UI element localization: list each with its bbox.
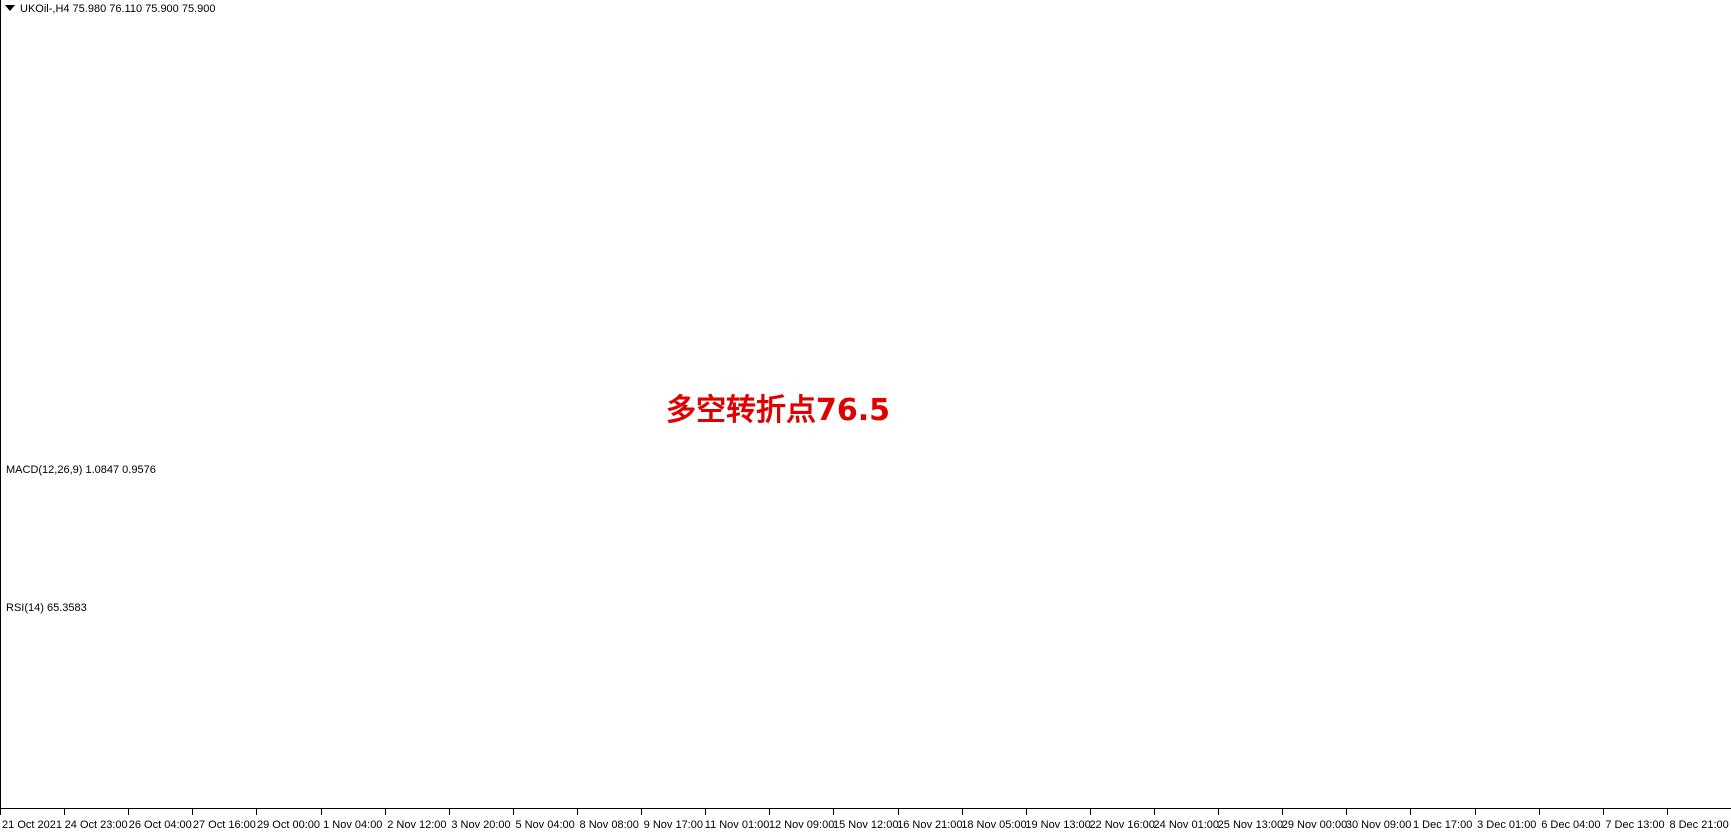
time-axis-tick	[1539, 809, 1540, 815]
time-axis-tick	[1667, 809, 1668, 815]
time-axis-tick	[898, 809, 899, 815]
time-axis-label: 5 Nov 04:00	[515, 819, 575, 831]
rsi-header: RSI(14) 65.3583	[6, 602, 87, 614]
time-axis-tick	[256, 809, 257, 815]
time-axis-tick	[449, 809, 450, 815]
time-axis-tick	[962, 809, 963, 815]
symbol-header: UKOil-,H4 75.980 76.110 75.900 75.900	[20, 3, 216, 15]
time-axis-label: 9 Nov 17:00	[643, 819, 703, 831]
time-axis-label: 21 Oct 2021	[2, 819, 62, 831]
macd-header: MACD(12,26,9) 1.0847 0.9576	[6, 464, 156, 476]
time-axis-tick	[833, 809, 834, 815]
time-axis-label: 27 Oct 16:00	[192, 819, 256, 831]
time-axis-tick	[1090, 809, 1091, 815]
time-axis-label: 19 Nov 13:00	[1025, 819, 1091, 831]
time-axis-label: 8 Nov 08:00	[579, 819, 639, 831]
time-axis-label: 11 Nov 01:00	[704, 819, 770, 831]
time-axis-label: 22 Nov 16:00	[1089, 819, 1155, 831]
time-axis-label: 29 Nov 00:00	[1281, 819, 1348, 831]
time-axis-label: 1 Dec 17:00	[1413, 819, 1473, 831]
time-axis-label: 6 Dec 04:00	[1541, 819, 1601, 831]
caret-down-icon[interactable]	[5, 5, 15, 11]
time-axis-label: 25 Nov 13:00	[1217, 819, 1284, 831]
time-axis-label: 30 Nov 09:00	[1345, 819, 1412, 831]
time-axis-label: 12 Nov 09:00	[768, 819, 835, 831]
time-axis-tick	[1410, 809, 1411, 815]
time-axis-tick	[1282, 809, 1283, 815]
time-axis-label: 8 Dec 21:00	[1669, 819, 1729, 831]
time-axis-tick	[513, 809, 514, 815]
time-axis-label: 7 Dec 13:00	[1605, 819, 1665, 831]
time-axis-tick	[1603, 809, 1604, 815]
chart-left-border	[0, 0, 1, 808]
time-axis-tick	[769, 809, 770, 815]
time-axis-tick	[385, 809, 386, 815]
time-axis-tick	[1475, 809, 1476, 815]
time-axis-label: 2 Nov 12:00	[387, 819, 447, 831]
time-axis-label: 24 Nov 01:00	[1153, 819, 1219, 831]
time-axis-tick	[0, 809, 1, 815]
time-axis-label: 1 Nov 04:00	[323, 819, 383, 831]
time-axis-label: 18 Nov 05:00	[961, 819, 1027, 831]
time-axis-label: 29 Oct 00:00	[257, 819, 320, 831]
time-axis-tick	[1154, 809, 1155, 815]
time-axis-tick	[1026, 809, 1027, 815]
time-axis-label: 15 Nov 12:00	[833, 819, 899, 831]
time-axis-tick	[64, 809, 65, 815]
time-axis-label: 24 Oct 23:00	[64, 819, 128, 831]
annotation-text: 多空转折点76.5	[666, 393, 891, 428]
time-axis-label: 26 Oct 04:00	[128, 819, 192, 831]
time-axis-tick	[577, 809, 578, 815]
time-axis-tick	[1346, 809, 1347, 815]
time-axis-tick	[705, 809, 706, 815]
time-axis-label: 16 Nov 21:00	[897, 819, 963, 831]
time-axis-label: 3 Nov 20:00	[451, 819, 511, 831]
time-axis-label: 3 Dec 01:00	[1477, 819, 1537, 831]
time-axis-tick	[1218, 809, 1219, 815]
time-axis-tick	[128, 809, 129, 815]
time-axis-tick	[641, 809, 642, 815]
time-axis-tick	[321, 809, 322, 815]
time-axis: 21 Oct 2021 24 Oct 23:00 26 Oct 04:00 27 Oc…	[0, 808, 1731, 836]
time-axis-tick	[192, 809, 193, 815]
